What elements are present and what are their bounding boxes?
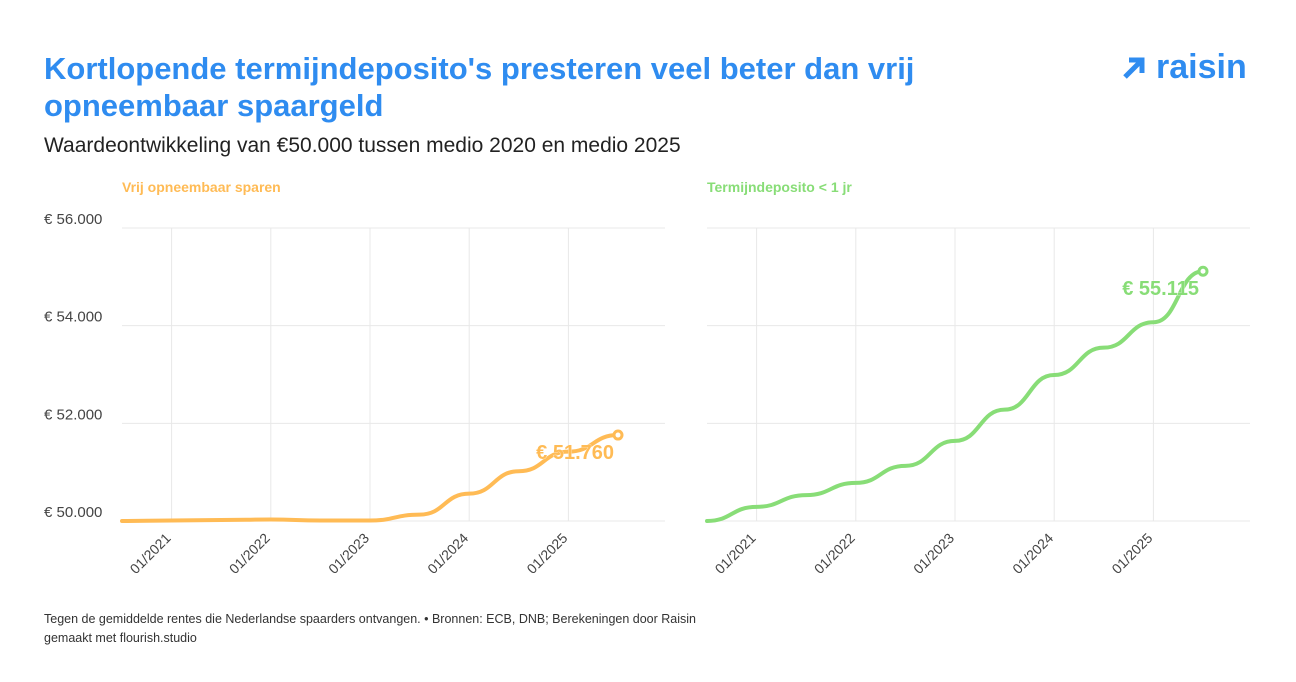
y-tick-label: € 50.000 [44,504,102,521]
x-tick-label: 01/2021 [712,530,759,577]
x-tick-label: 01/2022 [226,530,273,577]
footer-note: Tegen de gemiddelde rentes die Nederland… [44,612,697,626]
logo-text: raisin [1156,48,1247,86]
chart-subtitle: Waardeontwikkeling van €50.000 tussen me… [44,134,681,157]
x-tick-label: 01/2022 [811,530,858,577]
series-title: Vrij opneembaar sparen [122,179,281,195]
x-tick-label: 01/2024 [1009,530,1056,577]
series-line [705,269,1205,523]
end-value-label: € 51.760 [536,442,614,464]
x-tick-label: 01/2021 [127,530,174,577]
y-tick-label: € 52.000 [44,406,102,423]
end-value-label: € 55.115 [1122,278,1199,300]
y-tick-label: € 56.000 [44,211,102,228]
end-marker [612,429,624,441]
raisin-logo: raisin [1120,48,1247,87]
x-tick-label: 01/2025 [523,530,570,577]
arrow-icon [1123,57,1145,79]
x-tick-label: 01/2023 [325,530,372,577]
series-line [120,433,620,523]
x-tick-label: 01/2023 [910,530,957,577]
end-marker [1197,265,1209,277]
series-title: Termijndeposito < 1 jr [707,179,852,195]
x-tick-label: 01/2024 [424,530,471,577]
x-tick-label: 01/2025 [1108,530,1155,577]
footer-credit: gemaakt met flourish.studio [44,631,197,645]
y-tick-label: € 54.000 [44,309,102,326]
chart-title: Kortlopende termijndeposito's presteren … [44,51,915,123]
